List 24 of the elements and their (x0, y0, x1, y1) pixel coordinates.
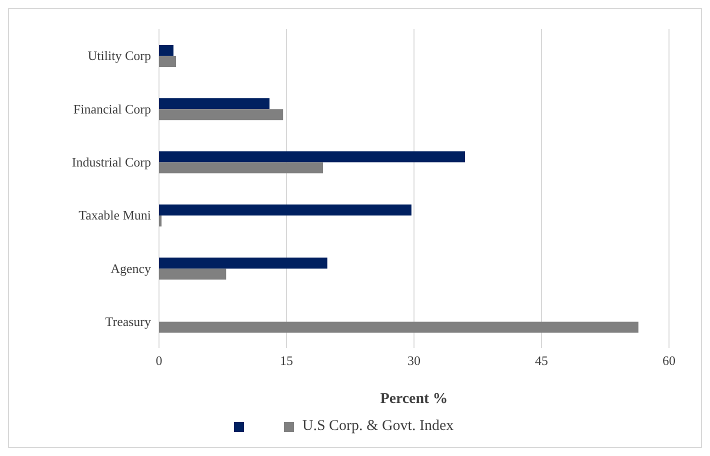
bar (159, 215, 162, 226)
bar (159, 151, 465, 162)
bar (159, 162, 324, 174)
bar (159, 258, 328, 269)
x-axis-title: Percent % (380, 391, 448, 407)
bar (159, 44, 174, 56)
bar (159, 322, 638, 333)
y-tick-label: Utility Corp (88, 48, 151, 64)
x-tick-label: 45 (535, 353, 548, 368)
x-tick-label: 30 (408, 353, 420, 368)
x-tick-label: 60 (662, 353, 676, 368)
y-tick-label: Treasury (105, 314, 152, 330)
bar (159, 109, 284, 120)
y-tick-label: Taxable Muni (78, 208, 152, 223)
bar (159, 204, 412, 216)
legend-label: U.S Corp. & Govt. Index (301, 418, 454, 435)
y-tick-label: Financial Corp (73, 101, 151, 116)
x-tick-label: 15 (280, 353, 293, 368)
y-tick-label: Industrial Corp (72, 154, 151, 170)
bar (159, 98, 270, 110)
bar (159, 56, 176, 67)
bar (159, 268, 226, 280)
x-tick-label: 0 (156, 353, 162, 368)
y-tick-label: Agency (110, 260, 152, 276)
